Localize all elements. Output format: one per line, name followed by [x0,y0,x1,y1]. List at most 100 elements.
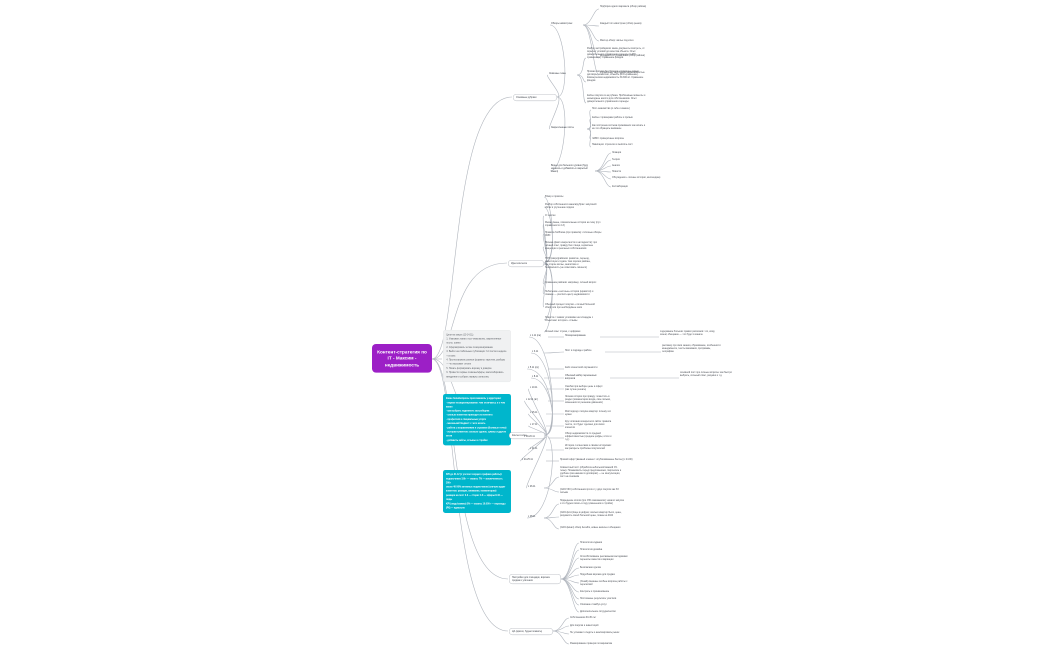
subtopic-new-buildings[interactable]: Обзоры новостроек [551,22,683,31]
connector [542,246,548,264]
date-19-20-11[interactable]: с 19-20.11 [524,435,596,444]
connector [576,74,587,104]
date-15-11-label: с 15.11 [530,411,538,414]
leaf-c4[interactable]: ЧАВО: проверочные вопросы [592,137,760,146]
leaf-a5[interactable]: Управление зарубежной недвижимостью [600,71,762,80]
plan-positioning[interactable]: Позиционирование [565,334,691,343]
leaf-d2[interactable]: Теория [612,158,756,167]
leaf-e9[interactable]: Небольшие «честные» истории (нравится) и… [545,290,707,308]
leaf-j1[interactable]: Собственники 30-45 лет [570,616,750,625]
main-topic-funnel[interactable]: Настройки для площадок, воронка продаж и… [509,574,665,604]
leaf-i9[interactable]: Описание стамбул-услуг [580,603,766,612]
leaf-c2[interactable]: Кейсы с примерами работы и призыв [592,116,760,125]
leaf-h1[interactable]: Подведение итогов (про УЗС-самоанализ): … [560,499,752,517]
leaf-e5[interactable]: Правила Гейблина (про правила): отличные… [545,231,719,249]
plan-personal-story[interactable]: Личная история про правду: поместить в р… [565,395,703,422]
date-3-11[interactable]: с 3.11 [532,350,592,359]
leaf-j4[interactable]: Ранжирование проверок по вариантам [570,642,750,650]
leaf-d5[interactable]: Обсуждения + личные истории, мессенджер [612,176,762,185]
leaf-d1[interactable]: Локации [612,151,756,160]
main-topic-content-plan-label: Контент-план [509,432,545,440]
leaf-b2-label: Прямая покупка без брокера: подводные ка… [587,70,644,82]
main-topic-ideas[interactable]: Идеи контента [508,260,616,281]
leaf-i3[interactable]: Способствование рекламными методиками: п… [580,555,748,573]
leaf-i1[interactable]: Психология издания [580,541,766,550]
main-topic-audience[interactable]: ЦА (кратко, будем помнить) [509,628,641,649]
leaf-a3[interactable]: Мастер-обзор: жилье под ключ [600,39,762,48]
date-28-11[interactable]: с 28.11 [528,515,588,524]
date-5-11[interactable]: с 5.11 (ср) [528,366,588,375]
leaf-d4[interactable]: Новости [612,170,756,179]
leaf-j2[interactable]: Для покупки и инвестиций [570,624,750,633]
leaf-e7[interactable]: ТОП (микро)районов: развитие, переезд, и… [545,257,689,293]
plan-mistakes[interactable]: Ошибки при выборе цены и оферт (как лучш… [565,385,691,403]
leaf-e4[interactable]: Мемы умные, показательные истории на тем… [545,221,719,239]
date-26-11[interactable]: с 26.11 [528,485,588,494]
main-topic-rubrics[interactable]: Основные рубрики [513,94,645,115]
kpi-note[interactable]: KPI до 31.12 (с учетом текущего графика … [443,470,647,599]
leaf-c1[interactable]: Пост-знакомство (о себе и канале) [592,107,760,116]
date-12-11[interactable]: с 12.11 (вт) [526,398,592,407]
plan-site-desc[interactable]: Круг описания конкретного сайта: правила… [565,420,709,447]
leaf-b2[interactable]: Прямая покупка без брокера: подводные ка… [587,70,773,106]
connector [586,128,592,148]
leaf-i6[interactable]: (Узнай) смежные особые вопросы работы с … [580,580,748,598]
date-15-11[interactable]: с 15.11 [530,411,590,420]
subtopic-videos[interactable]: Видео для большого уровня (буду нарезать… [551,164,677,191]
subtopic-cross-themes[interactable]: Сквозные темы [549,72,639,81]
leaf-e1[interactable]: Юмор и приколы [545,195,731,204]
leaf-i5[interactable]: Подробная воронка для продаж [580,573,766,582]
leaf-a4[interactable]: Доходность и управление (обзор района) [600,54,762,63]
leaf-j3[interactable]: Не успевают следить и анализировать рыно… [570,631,726,640]
root-topic[interactable]: Контент-стратегия по IT - Максим - недви… [372,344,552,430]
leaf-d3[interactable]: Анализ [612,164,756,173]
leaf-a1[interactable]: Подборка одного варианта (обзор района) [600,5,762,14]
leaf-e3[interactable]: О текстах [545,214,731,223]
leaf-h3[interactable]: (ОАЭ финал) обзор benefits, новые анонсы… [560,526,752,535]
leaf-e12[interactable]: Личный опыт строек, с цифрами [545,330,731,339]
leaf-g1[interactable]: Совместный пост (обработка небольшой важ… [560,466,752,502]
leaf-i8[interactable]: Постоянные результаты участков [580,597,766,606]
plan-market-review[interactable]: Обзор недвижимости со средней эффективно… [565,432,709,459]
leaf-g2[interactable]: (ОАЭ УЗС) собственник прочтет у двух пок… [560,488,752,506]
audience-pains-note[interactable]: Какие боли/вопросы прослеживать у аудито… [443,394,647,548]
leaf-s1[interactable]: содержание больших правил рассказов: что… [660,330,834,348]
leaf-e6[interactable]: Письма (факт конкретности и наглядности)… [545,241,719,268]
leaf-i10[interactable]: Дополнительное сотрудничество [580,610,766,619]
date-21-11[interactable]: с 21.11 [530,447,590,456]
subtopic-pinned-posts[interactable]: Закрепленные посты [551,126,665,135]
leaf-s2[interactable]: расскажу про свои знания, образование, о… [662,344,842,371]
plan-approach-post[interactable]: Пост о подходе к работе [565,349,703,358]
connector [526,434,547,489]
plan-faq[interactable]: Обычный набор переменных вопросов [565,374,691,392]
leaf-c3[interactable]: Как построена система проживания: как ис… [592,124,760,142]
plan-mistakes-label: Ошибки при выборе цены и оферт (как лучш… [565,385,603,391]
date-24-25-11[interactable]: с 24-25.11 [522,458,594,467]
plan-client-stories[interactable]: История с клиентами и своими историями: … [565,444,709,462]
leaf-e10[interactable]: Обычный процесс покупки + личный большой… [545,303,707,321]
leaf-c5[interactable]: Навигация: стратегия и welcome-пост [592,143,760,152]
date-10-11[interactable]: с 10.11 [530,386,590,395]
leaf-e11[interactable]: Новости с такими условиями на площадке с… [545,316,707,334]
leaf-i7[interactable]: Контроль и проникновение [580,590,766,599]
goals-note[interactable]: Цели на запуск (13-14.11): 1. Упаковать … [443,330,647,486]
leaf-b1[interactable]: Разбор застройщиков: какие документы смо… [587,47,773,83]
leaf-d6[interactable]: Коллаборации [612,185,762,194]
leaf-b3[interactable]: Кейсы покупок из-за рубежа. Проблемные м… [587,94,773,121]
leaf-a2[interactable]: Каждый топ новостроек (обзор рынка) [600,22,762,31]
plan-live-stream[interactable]: Прямой эфир! (важный элемент: опубликова… [560,458,830,467]
connector [543,476,560,489]
date-1-11[interactable]: с 1.11 (пн) [530,334,590,343]
leaf-i2[interactable]: Психология дизайна [580,548,766,557]
leaf-s4[interactable]: основной пост про личные вопросы: как бы… [680,371,866,389]
plan-client-case[interactable]: Кейс клиентской окупаемости [565,366,745,375]
leaf-i4[interactable]: Безопасная сделка [580,566,766,575]
main-topic-content-plan[interactable]: Контент-план [509,432,617,453]
date-8-11[interactable]: с 8.11 [532,375,592,384]
leaf-e8[interactable]: Сравнение районов: например, личный вопр… [545,281,719,290]
leaf-e2[interactable]: Разбор собственного канала/рубрик: запус… [545,203,713,221]
leaf-h2[interactable]: (ОАЭ фото) Еще в цифрах: сколько квартир… [560,511,752,529]
date-17-11[interactable]: с 17.11 [530,423,590,432]
plan-my-approach[interactable]: Мой подход к покупке квартир: почему это… [565,410,703,428]
leaf-i8-label: Постоянные результаты участков [580,597,617,600]
